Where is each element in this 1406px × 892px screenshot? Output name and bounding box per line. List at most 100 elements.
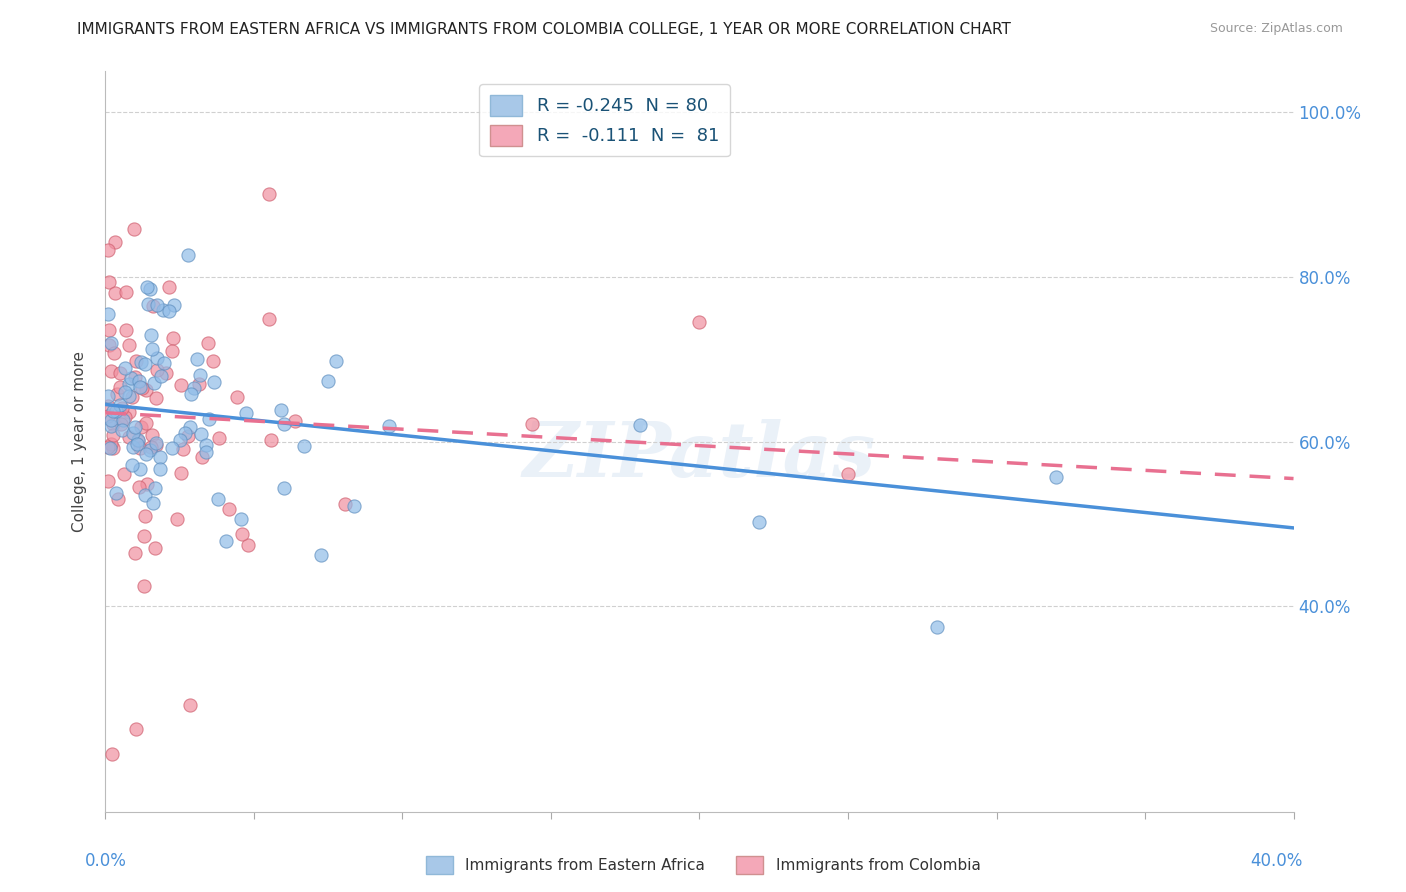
Point: [135, 416, 157, 430]
Point: [127, 434, 149, 448]
Point: [104, 286, 127, 301]
Point: [235, 406, 257, 420]
Point: [197, 336, 219, 351]
Point: [118, 430, 141, 444]
Point: [103, 417, 125, 432]
Point: [110, 417, 132, 432]
Point: [229, 512, 252, 526]
Point: [257, 187, 280, 202]
Point: [378, 419, 401, 434]
Point: [284, 414, 307, 428]
Point: [179, 698, 201, 712]
Point: [142, 496, 165, 510]
Point: [129, 461, 152, 475]
Point: [273, 417, 295, 431]
Point: [837, 467, 859, 482]
Point: [115, 285, 138, 300]
Point: [127, 433, 149, 447]
Point: [112, 413, 135, 427]
Point: [146, 351, 169, 366]
Point: [145, 438, 167, 452]
Point: [97, 409, 120, 423]
Point: [141, 427, 163, 442]
Point: [162, 298, 184, 312]
Point: [97, 440, 120, 454]
Point: [131, 380, 153, 394]
Point: [100, 335, 122, 350]
Point: [292, 439, 315, 453]
Point: [97, 474, 120, 488]
Text: IMMIGRANTS FROM EASTERN AFRICA VS IMMIGRANTS FROM COLOMBIA COLLEGE, 1 YEAR OR MO: IMMIGRANTS FROM EASTERN AFRICA VS IMMIGR…: [77, 22, 1011, 37]
Point: [152, 302, 174, 317]
Point: [162, 331, 184, 345]
Point: [172, 442, 194, 456]
Point: [207, 491, 229, 506]
Point: [309, 548, 332, 562]
Point: [118, 338, 141, 352]
Point: [135, 279, 157, 293]
Point: [170, 378, 193, 392]
Point: [927, 620, 949, 634]
Point: [114, 361, 136, 376]
Point: [101, 427, 124, 442]
Point: [129, 419, 152, 434]
Point: [105, 485, 128, 500]
Point: [134, 508, 156, 523]
Point: [231, 527, 253, 541]
Point: [183, 381, 205, 395]
Y-axis label: College, 1 year or more: College, 1 year or more: [72, 351, 87, 532]
Point: [1045, 470, 1067, 484]
Point: [111, 401, 134, 416]
Point: [128, 374, 150, 388]
Point: [166, 511, 188, 525]
Point: [101, 403, 124, 417]
Point: [103, 345, 125, 359]
Point: [132, 579, 155, 593]
Point: [273, 481, 295, 495]
Text: Source: ZipAtlas.com: Source: ZipAtlas.com: [1209, 22, 1343, 36]
Point: [97, 389, 120, 403]
Point: [335, 497, 357, 511]
Point: [128, 442, 150, 456]
Point: [343, 499, 366, 513]
Point: [201, 353, 224, 368]
Point: [125, 437, 148, 451]
Point: [145, 435, 167, 450]
Point: [101, 747, 124, 761]
Point: [145, 391, 167, 405]
Point: [108, 366, 131, 380]
Text: ZIPatlas: ZIPatlas: [523, 419, 876, 493]
Point: [170, 466, 193, 480]
Point: [97, 244, 120, 258]
Point: [149, 450, 172, 465]
Point: [114, 384, 136, 399]
Point: [176, 248, 198, 262]
Point: [98, 276, 121, 290]
Point: [316, 374, 339, 388]
Point: [177, 428, 200, 442]
Point: [100, 419, 122, 434]
Point: [118, 376, 141, 391]
Point: [98, 441, 121, 455]
Point: [195, 445, 218, 459]
Point: [197, 412, 219, 426]
Point: [142, 376, 165, 391]
Point: [128, 380, 150, 394]
Point: [143, 541, 166, 555]
Point: [108, 380, 131, 394]
Point: [238, 538, 260, 552]
Point: [97, 338, 120, 352]
Point: [689, 315, 711, 329]
Point: [169, 433, 191, 447]
Point: [139, 282, 162, 296]
Point: [139, 443, 162, 458]
Point: [105, 404, 128, 418]
Point: [325, 354, 347, 368]
Point: [136, 297, 159, 311]
Point: [107, 492, 129, 507]
Point: [748, 515, 770, 529]
Point: [97, 307, 120, 321]
Point: [146, 298, 169, 312]
Text: 40.0%: 40.0%: [1250, 852, 1303, 870]
Point: [160, 441, 183, 455]
